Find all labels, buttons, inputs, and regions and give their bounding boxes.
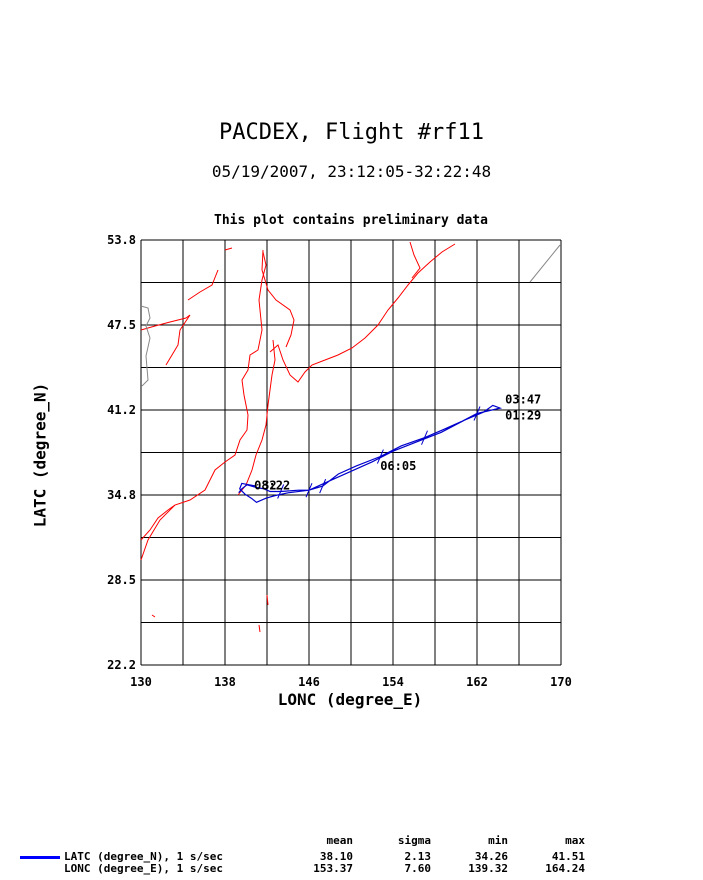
y-tick-label: 53.8 — [107, 233, 136, 247]
track-tick-mark — [305, 482, 313, 498]
coastline-honshu-east — [237, 339, 276, 496]
coastline-korea — [140, 314, 191, 366]
y-tick-label: 47.5 — [107, 318, 136, 332]
stats-header-sigma: sigma — [397, 834, 431, 847]
stats-lonc-max: 164.24 — [545, 862, 585, 875]
x-tick-label: 146 — [298, 675, 320, 689]
border-lines — [140, 244, 561, 387]
y-tick-label: 22.2 — [107, 658, 136, 672]
stats-latc-min: 34.26 — [474, 850, 508, 863]
x-tick-label: 162 — [466, 675, 488, 689]
stats-latc-max: 41.51 — [551, 850, 585, 863]
time-annotation: 06:05 — [380, 459, 416, 473]
coastline-kuril-chain — [187, 247, 233, 301]
stats-header-max: max — [565, 834, 585, 847]
y-axis-label: LATC (degree_N) — [30, 382, 50, 528]
time-annotation: 32 — [262, 478, 276, 492]
time-annotation: 08:22 — [254, 478, 290, 492]
y-tick-label: 41.2 — [107, 403, 136, 417]
coastline-sakhalin — [261, 249, 295, 348]
stats-header-min: min — [488, 834, 508, 847]
stats-row-latc-name: LATC (degree_N), 1 s/sec — [64, 850, 223, 863]
time-annotation: 03:47 — [505, 392, 541, 406]
coastline-honshu — [140, 251, 267, 561]
series-line — [238, 404, 503, 503]
stats-latc-sigma: 2.13 — [404, 850, 432, 863]
coastline-hokkaido — [269, 243, 456, 383]
x-tick-label: 130 — [130, 675, 152, 689]
grid — [140, 239, 562, 666]
border-korea — [140, 305, 151, 387]
chart-subtitle: 05/19/2007, 23:12:05-32:22:48 — [211, 162, 492, 181]
time-annotation: 01:29 — [505, 408, 541, 422]
coastline-islands-south — [151, 594, 269, 633]
x-tick-label: 170 — [550, 675, 572, 689]
track-tick-mark — [319, 478, 327, 494]
stats-latc-mean: 38.10 — [319, 850, 353, 863]
stats-header-mean: mean — [326, 834, 354, 847]
stats-row-lonc-name: LONC (degree_E), 1 s/sec — [64, 862, 223, 875]
track-tick-mark — [376, 449, 384, 464]
x-tick-label: 138 — [214, 675, 236, 689]
x-tick-label: 154 — [382, 675, 404, 689]
track-tick-mark — [277, 484, 285, 499]
y-tick-label: 34.8 — [107, 488, 136, 502]
track-tick-mark — [473, 406, 481, 421]
stats-row-latc: LATC (degree_N), 1 s/sec 38.10 2.13 34.2… — [0, 850, 703, 863]
coastline-map — [140, 241, 456, 633]
border-northeast — [529, 244, 561, 283]
y-tick-label: 28.5 — [107, 573, 136, 587]
track-tick-mark — [421, 430, 428, 445]
x-axis-label: LONC (degree_E) — [277, 690, 423, 709]
stats-lonc-min: 139.32 — [468, 862, 508, 875]
coastline-kyushu — [140, 504, 176, 541]
stats-header-row: mean sigma min max — [0, 834, 703, 847]
chart-title: PACDEX, Flight #rf11 — [219, 120, 484, 145]
stats-lonc-mean: 153.37 — [313, 862, 353, 875]
coastline-kamchatka — [409, 241, 421, 279]
stats-row-lonc: LONC (degree_E), 1 s/sec 153.37 7.60 139… — [0, 862, 703, 875]
flight-track — [238, 404, 503, 503]
legend-line-latc — [20, 856, 60, 859]
preliminary-note: This plot contains preliminary data — [214, 213, 488, 228]
stats-lonc-sigma: 7.60 — [404, 862, 432, 875]
axis-ticks: 130 138 146 154 162 170 53.8 47.5 41.2 34.8 28.5 22… — [107, 233, 572, 689]
